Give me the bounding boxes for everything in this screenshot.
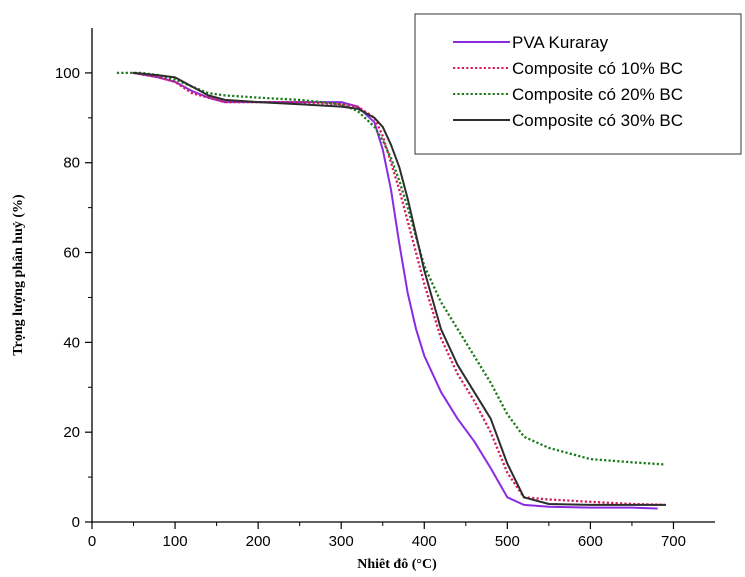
y-tick-label: 0 (72, 514, 80, 531)
series-line-3 (116, 71, 666, 466)
y-axis-title: Trọng lượng phân huỷ (%) (11, 194, 26, 356)
series-layer (116, 71, 667, 510)
legend-box (414, 13, 742, 155)
x-tick-label: 600 (578, 533, 603, 550)
legend-label-4: Composite có 30% BC (512, 111, 683, 130)
x-tick-label: 0 (88, 533, 96, 550)
y-tick-label: 40 (63, 334, 80, 351)
series-line-4 (132, 71, 667, 506)
ticks-layer: 0 100 200 300 400 500 600 700 0 20 40 60 80 100 (55, 65, 686, 550)
y-tick-label: 100 (55, 65, 80, 82)
x-tick-label: 300 (329, 533, 354, 550)
legend: PVA Kuraray Composite có 10% BC Composite … (414, 13, 742, 155)
x-tick-label: 400 (412, 533, 437, 550)
y-tick-label: 80 (63, 155, 80, 172)
x-tick-label: 200 (246, 533, 271, 550)
y-tick-label: 20 (63, 424, 80, 441)
legend-label-1: PVA Kuraray (512, 33, 609, 52)
y-tick-label: 60 (63, 245, 80, 262)
x-tick-label: 700 (661, 533, 686, 550)
axes-layer (91, 28, 715, 523)
x-axis-title: Nhiêt đô (°C) (357, 557, 437, 572)
x-tick-label: 100 (163, 533, 188, 550)
legend-label-2: Composite có 10% BC (512, 59, 683, 78)
x-tick-label: 500 (495, 533, 520, 550)
legend-label-3: Composite có 20% BC (512, 85, 683, 104)
